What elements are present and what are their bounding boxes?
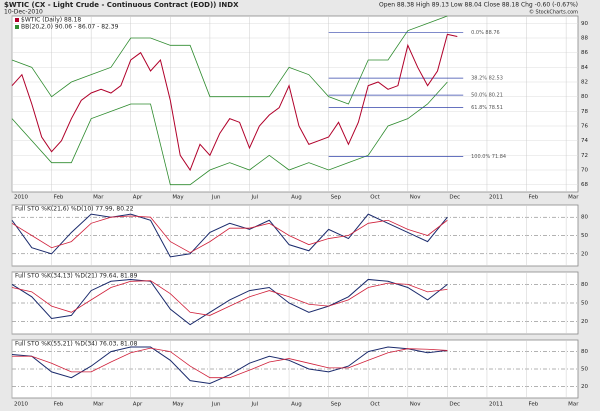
y-tick-label: 50 (581, 301, 588, 307)
x-tick-label: Oct (370, 402, 380, 408)
panel-title: Full STO %K(55,21) %D(34) 76.03, 81.08 (15, 341, 138, 348)
chart-title: $WTIC (CX - Light Crude - Continuous Con… (4, 1, 239, 9)
x-tick-label: Apr (133, 195, 143, 201)
price-line (11, 33, 458, 172)
sto-line (11, 215, 448, 254)
x-tick-label: May (172, 195, 184, 201)
y-tick-label: 86 (581, 50, 588, 56)
sto-line (12, 347, 448, 379)
x-tick-label: Nov (410, 402, 421, 408)
x-tick-label: 2010 (14, 195, 28, 201)
fib-label: 0.0% 88.76 (471, 30, 500, 36)
x-tick-label: Jun (211, 402, 221, 408)
x-tick-label: Sep (331, 402, 342, 408)
legend-label: $WTIC (Daily) 88.18 (21, 17, 81, 24)
y-tick-label: 80 (581, 349, 588, 355)
y-tick-label: 76 (581, 124, 588, 130)
panel-title: Full STO %K(21,6) %D(10) 77.99, 80.22 (15, 206, 134, 213)
y-tick-label: 20 (581, 384, 588, 390)
band-upper (11, 15, 448, 105)
x-tick-label: 2011 (489, 402, 503, 408)
x-tick-label: Aug (291, 195, 302, 201)
sto-line (11, 213, 448, 258)
panel (11, 15, 579, 193)
x-tick-label: Nov (410, 195, 421, 201)
sto-line (11, 346, 448, 385)
y-tick-label: 82 (581, 80, 588, 86)
panel-title: Full STO %K(34,13) %D(21) 79.64, 81.89 (15, 273, 138, 280)
y-tick-label: 90 (581, 21, 588, 27)
x-tick-label: Feb (54, 195, 64, 201)
fib-label: 38.2% 82.53 (471, 76, 503, 82)
sto-line (11, 278, 448, 326)
y-tick-label: 20 (581, 319, 588, 325)
fib-label: 50.0% 80.21 (471, 93, 503, 99)
x-tick-label: Mar (568, 195, 579, 201)
fib-label: 100.0% 71.84 (471, 154, 506, 160)
x-tick-label: Feb (529, 195, 539, 201)
sto-line (11, 280, 448, 316)
y-tick-label: 68 (581, 182, 588, 188)
x-tick-label: Apr (133, 402, 143, 408)
x-tick-label: Mar (568, 402, 579, 408)
fib-label: 61.8% 78.51 (471, 105, 503, 111)
y-tick-label: 74 (581, 138, 588, 144)
legend-label: BB(20,2.0) 90.06 - 86.07 - 82.39 (21, 24, 119, 31)
y-tick-label: 80 (581, 94, 588, 100)
y-tick-label: 20 (581, 251, 588, 257)
x-tick-label: Oct (370, 195, 380, 201)
x-tick-label: Sep (331, 195, 342, 201)
x-tick-label: 2010 (14, 402, 28, 408)
y-tick-label: 70 (581, 168, 588, 174)
x-tick-label: Mar (93, 402, 104, 408)
y-tick-label: 80 (581, 215, 588, 221)
y-tick-label: 50 (581, 233, 588, 239)
legend-swatch (15, 25, 19, 29)
credit: © StockCharts.com (529, 9, 578, 16)
x-tick-label: Aug (291, 402, 302, 408)
y-tick-label: 78 (581, 109, 588, 115)
x-tick-label: May (172, 402, 184, 408)
x-tick-label: Mar (93, 195, 104, 201)
y-tick-label: 50 (581, 367, 588, 373)
y-tick-label: 84 (581, 65, 588, 71)
x-tick-label: Dec (449, 195, 460, 201)
date: 10-Dec-2010 (4, 9, 43, 16)
x-tick-label: Feb (529, 402, 539, 408)
quote: Open 88.38 High 89.13 Low 88.04 Close 88… (379, 2, 578, 9)
y-tick-label: 80 (581, 282, 588, 288)
band-lower (11, 81, 448, 186)
legend-swatch (15, 18, 19, 22)
x-tick-label: Jun (211, 195, 221, 201)
x-tick-label: Dec (449, 402, 460, 408)
y-tick-label: 72 (581, 153, 588, 159)
x-tick-label: Jul (250, 195, 258, 201)
x-tick-label: Feb (54, 402, 64, 408)
y-tick-label: 88 (581, 36, 588, 42)
x-tick-label: Jul (250, 402, 258, 408)
x-tick-label: 2011 (489, 195, 503, 201)
